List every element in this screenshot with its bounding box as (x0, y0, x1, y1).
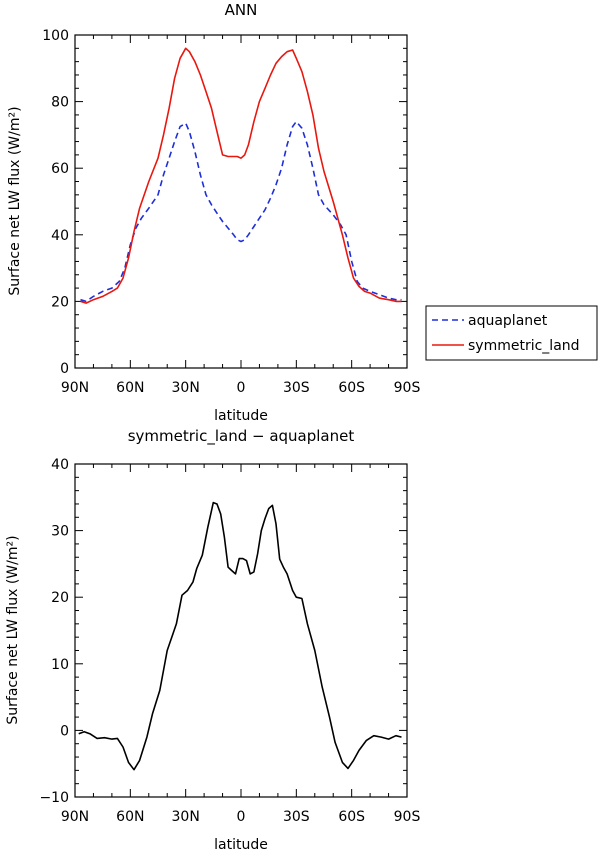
x-tick-label: 60S (338, 809, 365, 825)
legend-label-symmetric-land: symmetric_land (468, 338, 580, 354)
plot-area (78, 501, 402, 771)
plot-area (80, 47, 402, 304)
y-tick-label: 40 (51, 228, 69, 244)
y-tick-label: 10 (51, 657, 69, 673)
chart-title: ANN (225, 1, 258, 19)
tick-layer: 90N 60N 30N 0 30S 60S 90S 0 20 40 60 80 100 (42, 28, 420, 396)
y-axis-title: Surface net LW flux (W/m²) (5, 535, 21, 724)
y-tick-label: −10 (39, 790, 69, 806)
x-axis-title: latitude (214, 837, 268, 851)
x-tick-label: 90N (61, 809, 89, 825)
chart-title: symmetric_land − aquaplanet (128, 427, 355, 446)
x-tick-label: 30N (172, 809, 200, 825)
legend-label-aquaplanet: aquaplanet (468, 313, 548, 329)
y-tick-label: 40 (51, 457, 69, 473)
y-tick-label: 20 (51, 590, 69, 606)
x-tick-label: 60N (116, 380, 144, 396)
tick-layer: 90N 60N 30N 0 30S 60S 90S −10 0 10 20 30 40 (39, 457, 420, 825)
x-tick-label: 30N (172, 380, 200, 396)
y-tick-label: 80 (51, 95, 69, 111)
plot-frame (74, 34, 408, 369)
y-tick-label: 100 (42, 28, 69, 44)
x-tick-label: 60S (338, 380, 365, 396)
x-tick-label: 90S (394, 380, 421, 396)
y-tick-label: 30 (51, 524, 69, 540)
x-tick-label: 0 (237, 380, 246, 396)
series-line-aquaplanet (80, 120, 402, 303)
chart-difference: symmetric_land − aquaplanet 90N 60N 30N 0 30… (5, 427, 420, 851)
chart-annual-flux: ANN 90N 60N 30N 0 30S 60S 90S 0 20 40 60 80 100 lati… (7, 1, 598, 424)
y-tick-label: 0 (60, 361, 69, 377)
x-tick-label: 30S (283, 809, 310, 825)
y-tick-label: 60 (51, 161, 69, 177)
x-tick-label: 30S (283, 380, 310, 396)
x-tick-label: 60N (116, 809, 144, 825)
series-line-difference (78, 501, 402, 771)
x-axis-title: latitude (214, 408, 268, 424)
legend: aquaplanet symmetric_land (425, 305, 598, 361)
legend-box (425, 305, 598, 361)
x-tick-label: 0 (237, 809, 246, 825)
x-tick-label: 90S (394, 809, 421, 825)
series-line-symmetric-land (80, 47, 402, 304)
plot-frame (74, 463, 408, 798)
x-tick-label: 90N (61, 380, 89, 396)
y-tick-label: 20 (51, 294, 69, 310)
y-axis-title: Surface net LW flux (W/m²) (7, 106, 23, 295)
y-tick-label: 0 (60, 723, 69, 739)
